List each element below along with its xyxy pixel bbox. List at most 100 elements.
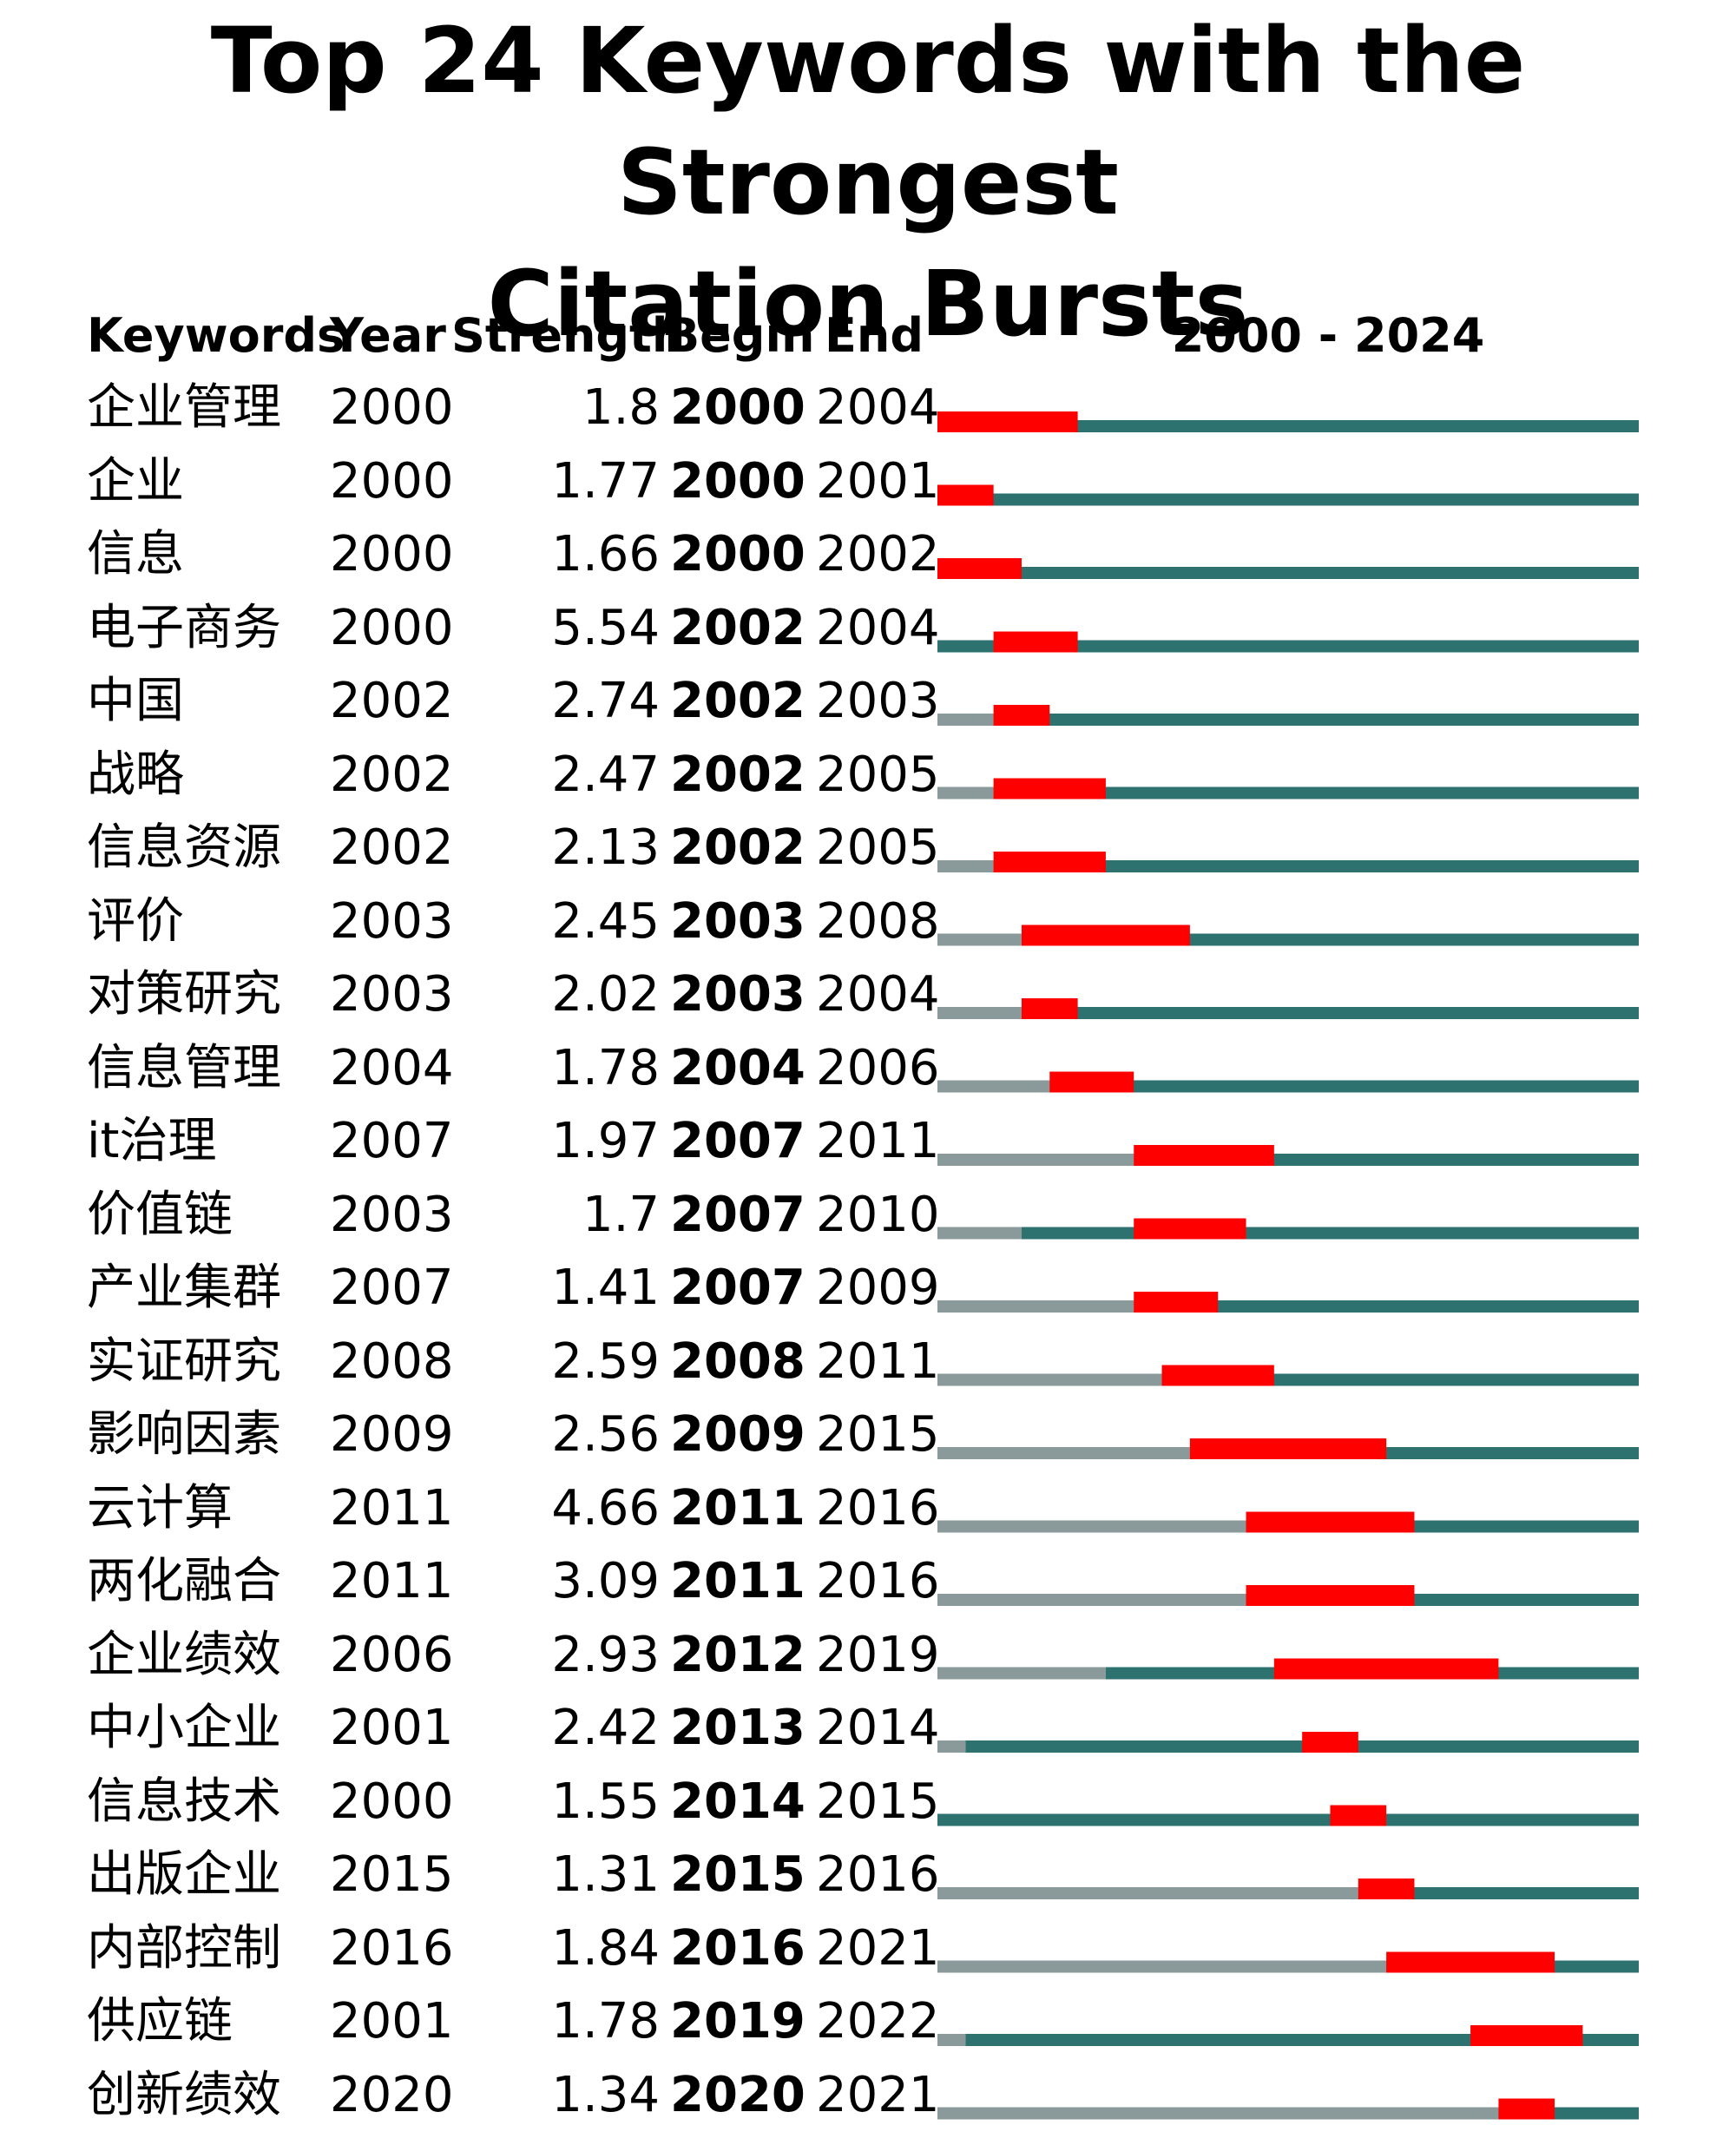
row-strength: 1.97 [551, 1113, 660, 1169]
row-begin: 2008 [670, 1332, 806, 1390]
row-strength: 2.93 [551, 1626, 660, 1683]
row-year: 2003 [330, 1186, 454, 1243]
burst-bar [1161, 1365, 1274, 1386]
timeline-before-segment [937, 1960, 1387, 1973]
timeline-before-segment [937, 2034, 966, 2046]
timeline-active-segment [993, 860, 1639, 872]
header-begin: Begin [664, 308, 815, 363]
row-strength: 2.02 [551, 966, 660, 1023]
row-begin: 2000 [670, 452, 806, 510]
row-end: 2009 [816, 1260, 940, 1316]
row-end: 2022 [816, 1993, 940, 2050]
timeline-active-segment [937, 420, 1639, 432]
row-keyword: 中小企业 [87, 1700, 281, 1756]
row-keyword: 产业集群 [87, 1260, 281, 1316]
burst-bar [937, 484, 994, 506]
row-strength: 1.77 [551, 452, 660, 510]
row-year: 2011 [330, 1553, 454, 1609]
row-begin: 2004 [670, 1039, 806, 1096]
row-keyword: 中国 [87, 673, 184, 729]
row-end: 2005 [816, 746, 940, 803]
row-end: 2016 [816, 1846, 940, 1903]
chart-title-line-1: Top 24 Keywords with the Strongest [210, 8, 1526, 235]
row-end: 2004 [816, 379, 940, 436]
row-keyword: 实证研究 [87, 1332, 281, 1390]
row-strength: 2.47 [551, 746, 660, 803]
row-begin: 2007 [670, 1260, 806, 1316]
timeline-before-segment [937, 1080, 1050, 1093]
row-strength: 1.41 [551, 1260, 660, 1316]
row-strength: 2.13 [551, 819, 660, 876]
timeline-active-segment [993, 714, 1639, 726]
row-begin: 2012 [670, 1626, 806, 1683]
row-year: 2002 [330, 673, 454, 729]
burst-bar [1246, 1511, 1415, 1533]
burst-bar [1134, 1218, 1246, 1240]
burst-bar [1273, 1658, 1499, 1680]
row-end: 2004 [816, 599, 940, 656]
header-strength: Strength [451, 308, 686, 363]
row-keyword: 信息 [87, 526, 184, 582]
timeline-before-segment [937, 1227, 1022, 1240]
row-strength: 1.84 [551, 1919, 660, 1977]
burst-bar [1021, 998, 1078, 1019]
row-end: 2015 [816, 1406, 940, 1463]
row-end: 2015 [816, 1773, 940, 1830]
row-strength: 3.09 [551, 1553, 660, 1609]
row-end: 2014 [816, 1700, 940, 1756]
burst-bar [1189, 1438, 1387, 1459]
burst-bar [1470, 2025, 1583, 2046]
row-keyword: 电子商务 [87, 599, 281, 656]
row-end: 2005 [816, 819, 940, 876]
timeline-active-segment [1358, 1887, 1639, 1899]
row-strength: 1.78 [551, 1039, 660, 1096]
header-keywords: Keywords [87, 308, 345, 363]
row-begin: 2002 [670, 746, 806, 803]
row-begin: 2002 [670, 819, 806, 876]
timeline-before-segment [937, 786, 994, 799]
timeline-before-segment [937, 1154, 1134, 1166]
burst-bar [1302, 1732, 1358, 1753]
row-year: 2004 [330, 1039, 454, 1096]
row-end: 2003 [816, 673, 940, 729]
row-year: 2001 [330, 1700, 454, 1756]
row-end: 2008 [816, 892, 940, 950]
timeline-before-segment [937, 933, 1022, 946]
row-keyword: 战略 [87, 746, 184, 803]
row-year: 2000 [330, 452, 454, 510]
timeline-active-segment [965, 1740, 1639, 1753]
row-year: 2003 [330, 966, 454, 1023]
timeline-before-segment [937, 1520, 1246, 1533]
timeline-before-segment [937, 1740, 966, 1753]
row-end: 2004 [816, 966, 940, 1023]
burst-bar [937, 558, 1022, 579]
row-strength: 2.74 [551, 673, 660, 729]
timeline-active-segment [1021, 1227, 1639, 1240]
timeline-active-segment [937, 1813, 1639, 1826]
burst-bar [1498, 2098, 1555, 2120]
burst-bar [1134, 1292, 1219, 1313]
row-year: 2000 [330, 1773, 454, 1830]
row-keyword: 评价 [87, 892, 184, 950]
row-begin: 2000 [670, 526, 806, 582]
row-end: 2006 [816, 1039, 940, 1096]
row-year: 2000 [330, 379, 454, 436]
header-end: End [825, 308, 924, 363]
row-year: 2000 [330, 599, 454, 656]
row-keyword: 信息技术 [87, 1773, 281, 1830]
timeline-before-segment [937, 2107, 1499, 2120]
row-year: 2003 [330, 892, 454, 950]
timeline-before-segment [937, 1667, 1106, 1680]
row-strength: 4.66 [551, 1479, 660, 1536]
row-end: 2011 [816, 1332, 940, 1390]
row-year: 2006 [330, 1626, 454, 1683]
row-begin: 2002 [670, 599, 806, 656]
row-strength: 2.42 [551, 1700, 660, 1756]
row-begin: 2002 [670, 673, 806, 729]
row-keyword: 企业 [87, 452, 184, 510]
row-keyword: 两化融合 [87, 1553, 281, 1609]
row-begin: 2007 [670, 1113, 806, 1169]
row-year: 2009 [330, 1406, 454, 1463]
burst-bar [993, 705, 1050, 726]
row-keyword: 信息资源 [87, 819, 281, 876]
